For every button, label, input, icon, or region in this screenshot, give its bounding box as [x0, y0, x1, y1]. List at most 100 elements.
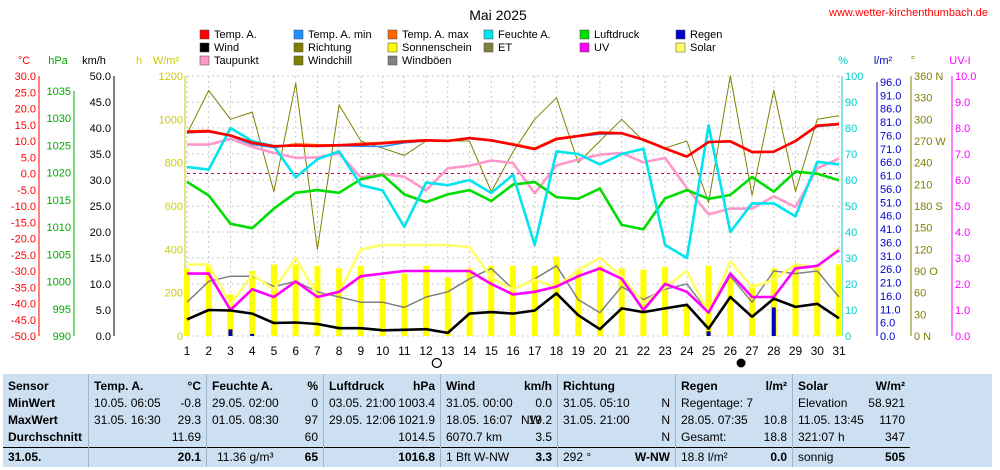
axis-tick-label: 61.0 [880, 171, 901, 183]
legend-label-solar: Solar [690, 42, 716, 54]
legend-swatch-taupunkt [199, 55, 210, 66]
x-tick-label: 2 [205, 344, 212, 358]
bar-sonnenschein [596, 265, 603, 336]
legend-label-et: ET [498, 42, 512, 54]
temp-max-time: 31.05. 16:30 [94, 413, 161, 427]
bar-sonnenschein [314, 265, 321, 336]
legend-swatch-windb-en [387, 55, 398, 66]
axis-tick-label: 1025 [47, 140, 71, 152]
bar-sonnenschein [575, 269, 582, 336]
axis-tick-label: 120 [914, 244, 932, 256]
axis-tick-label: 180 S [914, 201, 943, 213]
bar-sonnenschein [618, 268, 625, 336]
legend-label-windchill: Windchill [308, 55, 352, 67]
axis-tick-label: 90 [845, 97, 857, 109]
x-tick-label: 20 [593, 344, 607, 358]
axis-tick-label: -20.0 [11, 234, 36, 246]
axis-tick-label: 270 W [914, 136, 946, 148]
x-tick-label: 22 [637, 344, 651, 358]
temp-unit: °C [187, 379, 201, 393]
bar-sonnenschein [423, 265, 430, 336]
min-label: MinWert [8, 396, 56, 410]
x-tick-label: 7 [314, 344, 321, 358]
pressure-min-value: 1003.4 [398, 396, 435, 410]
axis-tick-label: 60 [845, 175, 857, 187]
wind-max-direction: NW [521, 413, 541, 427]
bar-regen [706, 331, 711, 336]
direction-avg-value: N [661, 430, 670, 444]
x-tick-label: 27 [745, 344, 759, 358]
x-tick-label: 15 [485, 344, 499, 358]
x-tick-label: 11 [398, 344, 411, 358]
axis-tick-label: 60 [914, 288, 926, 300]
axis-tick-label: -5.0 [17, 185, 36, 197]
temp-max-value: 29.3 [177, 413, 201, 427]
x-tick-label: 25 [702, 344, 716, 358]
legend: Temp. A. Temp. A. min Temp. A. max Feuchte … [199, 29, 722, 67]
axis-tick-label: 16.0 [880, 291, 901, 303]
x-tick-label: 14 [463, 344, 477, 358]
legend-swatch-temp-a-min [293, 29, 304, 40]
x-tick-label: 28 [767, 344, 781, 358]
x-tick-label: 13 [441, 344, 455, 358]
series-line-luftdruck [186, 170, 840, 231]
chart-title: Mai 2025 [469, 7, 527, 23]
humidity-title: Feuchte A. [212, 379, 273, 393]
solar-title: Solar [798, 379, 829, 393]
axis-unit-c-0: °C [18, 55, 30, 67]
humidity-avg-value: 60 [304, 430, 318, 444]
axis-tick-label: 36.0 [880, 237, 901, 249]
axis-tick-label: 71.0 [880, 144, 901, 156]
axis-tick-label: 1010 [47, 222, 71, 234]
axis-unit-h-3: h [136, 55, 142, 67]
x-tick-label: 9 [358, 344, 365, 358]
axis-tick-label: 30 [914, 309, 926, 321]
axis-tick-label: 86.0 [880, 104, 901, 116]
axis-tick-label: 0.0 [955, 331, 970, 343]
humidity-min-time: 29.05. 02:00 [212, 396, 279, 410]
site-url[interactable]: www.wetter-kirchenthumbach.de [828, 7, 988, 19]
axis-tick-label: 3.0 [955, 253, 970, 265]
solar-today-value: 505 [884, 450, 905, 464]
axis-tick-label: 15.0 [90, 253, 111, 265]
axis-tick-label: 31.0 [880, 251, 901, 263]
wind-distance: 6070.7 km [446, 430, 503, 444]
direction-max-value: N [661, 413, 670, 427]
pressure-title: Luftdruck [329, 379, 385, 393]
sensor-header: Sensor [8, 379, 49, 393]
x-axis: 1 2 3 4 5 6 7 8 9 10 11 12 13 14 15 16 17 18 19 20 21 22 23 24 2… [184, 344, 846, 369]
legend-label-temp-a-min: Temp. A. min [308, 29, 372, 41]
axis-tick-label: 26.0 [880, 264, 901, 276]
axis-tick-label: 1.0 [955, 305, 970, 317]
axis-unit-w-m-4: W/m² [153, 55, 180, 67]
axis-tick-label: 0 N [914, 331, 931, 343]
rain-max-value: 10.8 [763, 413, 787, 427]
y-axes: 30.0 25.0 20.0 15.0 10.0 5.0 0.0 -5.0 -10.0 -15.0… [11, 71, 977, 343]
axis-tick-label: 400 [165, 244, 183, 256]
axis-tick-label: 15.0 [15, 120, 36, 132]
axis-tick-label: 10.0 [90, 279, 111, 291]
axis-tick-label: 41.0 [880, 224, 901, 236]
legend-swatch-luftdruck [579, 29, 590, 40]
stats-labels-column: Sensor MinWert MaxWert Durchschnitt 31.0… [3, 374, 89, 467]
axis-tick-label: 7.0 [955, 149, 970, 161]
legend-label-feuchte-a: Feuchte A. [498, 29, 551, 41]
x-tick-label: 26 [724, 344, 738, 358]
pressure-today-value: 1016.8 [398, 450, 435, 464]
humidity-today-value: 65 [304, 450, 318, 464]
temp-avg-value: 11.69 [171, 430, 201, 444]
axis-tick-label: 1030 [47, 113, 71, 125]
direction-title: Richtung [563, 379, 615, 393]
axis-tick-label: -40.0 [11, 299, 36, 311]
bar-sonnenschein [227, 294, 234, 336]
axis-tick-label: 51.0 [880, 197, 901, 209]
series-line-temp-a [186, 122, 840, 158]
axis-tick-label: 25.0 [15, 87, 36, 99]
solar-elevation-label: Elevation [798, 396, 848, 410]
bar-regen [228, 329, 233, 336]
axis-tick-label: 200 [165, 288, 183, 300]
stats-wind-column: Wind km/h 31.05. 00:00 0.0 18.05. 16:07 NW 1… [441, 374, 558, 467]
axis-tick-label: 30.0 [15, 71, 36, 83]
solar-hours: 321:07 h [798, 430, 845, 444]
bar-sonnenschein [792, 264, 799, 336]
